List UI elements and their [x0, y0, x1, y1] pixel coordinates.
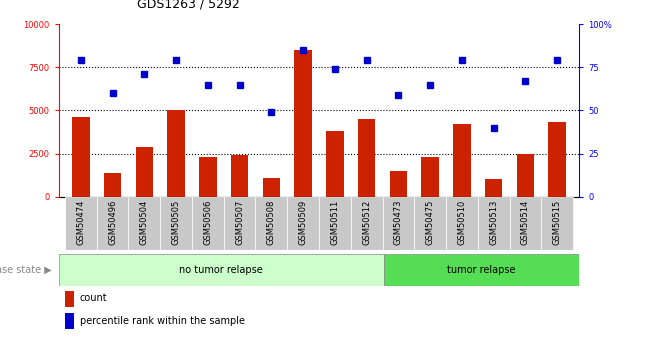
Bar	[453, 124, 471, 197]
Bar	[421, 157, 439, 197]
Text: GSM50515: GSM50515	[553, 199, 562, 245]
Bar	[485, 179, 503, 197]
Bar	[548, 122, 566, 197]
Bar	[192, 197, 224, 250]
Bar	[59, 254, 384, 286]
Bar	[478, 197, 510, 250]
Bar	[255, 197, 287, 250]
Text: GSM50496: GSM50496	[108, 199, 117, 245]
Bar	[104, 172, 121, 197]
Text: count: count	[79, 294, 107, 304]
Bar	[541, 197, 573, 250]
Text: GSM50474: GSM50474	[76, 199, 85, 245]
Bar	[135, 147, 153, 197]
Bar	[65, 313, 74, 329]
Bar	[97, 197, 128, 250]
Text: GSM50512: GSM50512	[362, 199, 371, 245]
Bar	[224, 197, 255, 250]
Text: percentile rank within the sample: percentile rank within the sample	[79, 316, 245, 326]
Bar	[160, 197, 192, 250]
Text: GSM50504: GSM50504	[140, 199, 149, 245]
Bar	[383, 197, 414, 250]
Text: GSM50507: GSM50507	[235, 199, 244, 245]
Text: tumor relapse: tumor relapse	[447, 265, 516, 275]
Text: GSM50508: GSM50508	[267, 199, 276, 245]
Bar	[128, 197, 160, 250]
Bar	[414, 197, 446, 250]
Bar	[326, 131, 344, 197]
Bar	[510, 197, 541, 250]
Text: no tumor relapse: no tumor relapse	[180, 265, 263, 275]
Bar	[287, 197, 319, 250]
Bar	[358, 119, 376, 197]
Bar	[65, 291, 74, 306]
Bar	[384, 254, 579, 286]
Text: GSM50509: GSM50509	[299, 199, 308, 245]
Bar	[294, 50, 312, 197]
Text: disease state ▶: disease state ▶	[0, 265, 52, 275]
Text: GSM50505: GSM50505	[172, 199, 180, 245]
Bar	[167, 110, 185, 197]
Text: GSM50473: GSM50473	[394, 199, 403, 245]
Bar	[72, 117, 90, 197]
Bar	[446, 197, 478, 250]
Text: GSM50514: GSM50514	[521, 199, 530, 245]
Text: GSM50506: GSM50506	[203, 199, 212, 245]
Bar	[517, 154, 534, 197]
Bar	[262, 178, 280, 197]
Bar	[199, 157, 217, 197]
Bar	[319, 197, 351, 250]
Bar	[390, 171, 407, 197]
Text: GDS1263 / 5292: GDS1263 / 5292	[137, 0, 240, 10]
Text: GSM50511: GSM50511	[330, 199, 339, 245]
Text: GSM50513: GSM50513	[489, 199, 498, 245]
Text: GSM50510: GSM50510	[458, 199, 466, 245]
Bar	[231, 155, 248, 197]
Text: GSM50475: GSM50475	[426, 199, 435, 245]
Bar	[65, 197, 97, 250]
Bar	[351, 197, 383, 250]
